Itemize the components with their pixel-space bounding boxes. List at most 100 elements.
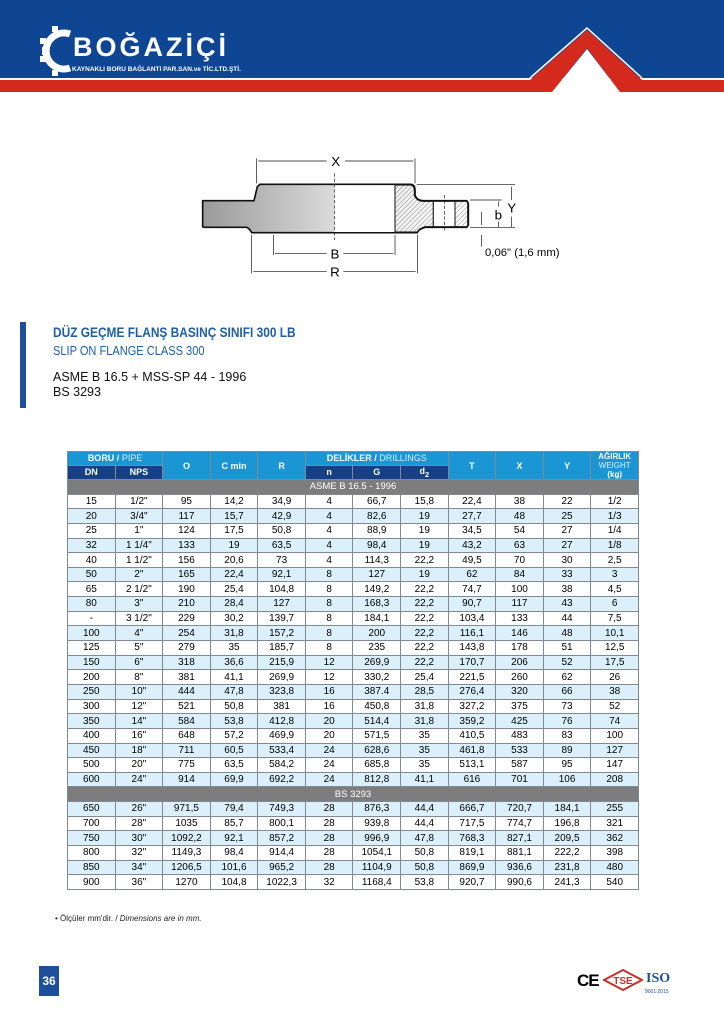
table-cell: 103,4 <box>447 610 497 627</box>
table-cell: 139,7 <box>257 610 306 627</box>
table-cell: 461,8 <box>447 742 497 759</box>
table-row: 300 12" 521 50,8 381 16 450,8 31,8 327,2 375 73 52 <box>67 698 639 715</box>
table-group-row: BS 3293 <box>67 786 639 803</box>
table-cell: 98,4 <box>209 845 259 861</box>
table-row: 20 3/4" 117 15,7 42,9 4 82,6 19 27,7 48 25 1/3 <box>67 508 639 524</box>
table-cell: 965,2 <box>257 859 306 876</box>
table-cell: 66 <box>542 683 592 700</box>
table-cell: 10" <box>114 683 164 700</box>
table-cell: 44,4 <box>400 801 449 817</box>
table-cell: 750 <box>67 830 116 847</box>
table-cell: 47,8 <box>209 683 259 700</box>
header-y: Y <box>542 451 592 480</box>
table-cell: 666,7 <box>447 801 497 817</box>
table-cell: 26 <box>590 669 639 685</box>
header-nps: NPS <box>114 464 164 481</box>
table-cell: 92,1 <box>257 566 306 583</box>
table-cell: 32 <box>304 874 354 890</box>
table-cell: 521 <box>162 698 211 715</box>
table-cell: 35 <box>400 742 449 759</box>
table-cell: 15,8 <box>400 493 449 510</box>
table-cell: 3 <box>590 566 639 583</box>
table-cell: 92,1 <box>209 830 259 847</box>
table-cell: 14,2 <box>209 493 259 510</box>
table-cell: 533,4 <box>257 742 306 759</box>
table-cell: 7,5 <box>590 610 639 627</box>
header-cmin: C min <box>209 451 259 480</box>
table-cell: 28,4 <box>209 596 259 612</box>
table-cell: 15 <box>67 493 116 510</box>
table-cell: 12" <box>114 698 164 715</box>
table-cell: 82,6 <box>352 508 402 524</box>
table-cell: 34,9 <box>257 493 306 510</box>
table-cell: 156 <box>162 552 211 568</box>
table-cell: 381 <box>257 698 306 715</box>
table-cell: 4 <box>304 493 354 510</box>
table-cell: 1054,1 <box>352 845 402 861</box>
page-subtitle: SLIP ON FLANGE CLASS 300 <box>53 343 205 358</box>
table-cell: 76 <box>542 713 592 729</box>
table-cell: 22,2 <box>400 640 449 656</box>
table-row: 900 36" 1270 104,8 1022,3 32 1168,4 53,8 920,7 99… <box>67 874 639 890</box>
table-cell: 146 <box>495 625 544 642</box>
table-cell: 35 <box>209 640 259 656</box>
table-cell: 208 <box>590 771 639 788</box>
table-cell: 1/2 <box>590 493 639 510</box>
table-cell: 276,4 <box>447 683 497 700</box>
table-row: 850 34" 1206,5 101,6 965,2 28 1104,9 50,8 869,9 9… <box>67 859 639 876</box>
table-cell: 90,7 <box>447 596 497 612</box>
table-cell: 28 <box>304 859 354 876</box>
table-cell: 850 <box>67 859 116 876</box>
table-cell: 900 <box>67 874 116 890</box>
table-cell: 190 <box>162 581 211 598</box>
table-cell: 28 <box>304 801 354 817</box>
table-cell: 31,8 <box>209 625 259 642</box>
table-cell: 359,2 <box>447 713 497 729</box>
table-cell: 8 <box>304 610 354 627</box>
table-row: 250 10" 444 47,8 323,8 16 387.4 28,5 276,4 320 66 3… <box>67 683 639 700</box>
table-cell: 231,8 <box>542 859 592 876</box>
table-cell: 117 <box>495 596 544 612</box>
table-cell: 321 <box>590 815 639 832</box>
table-cell: 48 <box>495 508 544 524</box>
table-cell: 229 <box>162 610 211 627</box>
table-cell: 22 <box>542 493 592 510</box>
table-cell: 812,8 <box>352 771 402 788</box>
table-cell: 819,1 <box>447 845 497 861</box>
table-cell: 42,9 <box>257 508 306 524</box>
table-cell: 101,6 <box>209 859 259 876</box>
table-cell: 650 <box>67 801 116 817</box>
table-cell: 450 <box>67 742 116 759</box>
table-cell: 22,4 <box>447 493 497 510</box>
ce-mark: CE <box>577 971 600 990</box>
table-cell: 100 <box>67 625 116 642</box>
table-cell: 362 <box>590 830 639 847</box>
table-cell: 34" <box>114 859 164 876</box>
table-cell: 24 <box>304 757 354 773</box>
table-cell: 40 <box>67 552 116 568</box>
table-cell: 209,5 <box>542 830 592 847</box>
table-cell: 8 <box>304 625 354 642</box>
table-cell: 936,6 <box>495 859 544 876</box>
table-row: 100 4" 254 31,8 157,2 8 200 22,2 116,1 146 48 10,1 <box>67 625 639 642</box>
table-cell: 57,2 <box>209 727 259 744</box>
table-cell: 165 <box>162 566 211 583</box>
table-cell: 17,5 <box>209 522 259 539</box>
table-cell: 27 <box>542 522 592 539</box>
table-cell: 83 <box>542 727 592 744</box>
table-cell: 255 <box>590 801 639 817</box>
table-cell: 1" <box>114 522 164 539</box>
dim-label-x: X <box>331 154 340 169</box>
header-x: X <box>495 451 544 480</box>
table-cell: 28" <box>114 815 164 832</box>
table-cell: 15,7 <box>209 508 259 524</box>
table-cell: 711 <box>162 742 211 759</box>
table-cell: 47,8 <box>400 830 449 847</box>
table-row: 25 1" 124 17,5 50,8 4 88,9 19 34,5 54 27 1/4 <box>67 522 639 539</box>
table-cell: 800 <box>67 845 116 861</box>
section-accent-bar <box>20 322 26 408</box>
table-cell: 69,9 <box>209 771 259 788</box>
table-cell: 14" <box>114 713 164 729</box>
table-cell: 70 <box>495 552 544 568</box>
table-cell: 53,8 <box>400 874 449 890</box>
